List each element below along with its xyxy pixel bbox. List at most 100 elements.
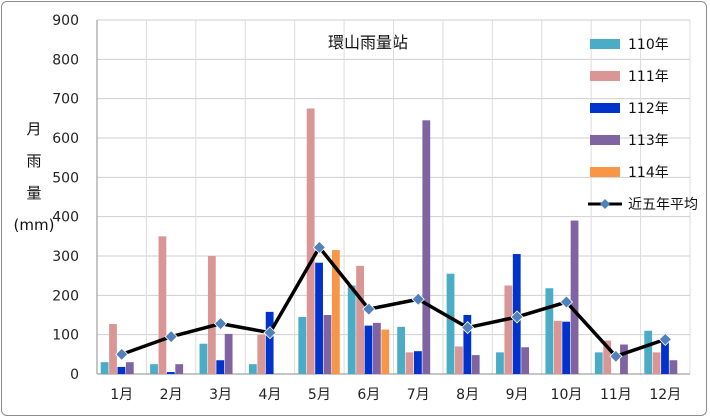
bar-113年 [224,333,233,374]
legend-swatch [590,103,620,113]
legend-swatch [590,167,620,177]
average-line-marker [115,347,129,361]
bar-111年 [207,256,216,374]
x-tick-label: 11月 [600,387,632,403]
bar-114年 [331,250,340,374]
bar-111年 [603,340,612,374]
legend-label: 113年 [628,133,669,149]
bar-113年 [669,360,678,374]
bar-110年 [298,316,307,374]
legend-swatch-marker [600,199,610,209]
bar-111年 [504,285,513,374]
y-tick-label: 600 [52,131,79,147]
y-axis-label: 月雨量 (mm) [14,120,55,234]
y-axis-label-line: 月 [26,120,41,138]
x-tick-label: 4月 [258,387,281,403]
average-line-marker [312,240,326,254]
y-tick-label: 800 [52,52,79,68]
average-line-marker [609,349,623,363]
bar-110年 [644,330,653,374]
bar-110年 [347,285,356,374]
legend-label: 112年 [628,101,669,117]
bar-113年 [521,347,530,374]
x-tick-label: 5月 [308,387,331,403]
x-tick-label: 6月 [357,387,380,403]
average-line-marker [658,332,672,346]
bar-113年 [175,364,184,374]
bar-112年 [265,311,274,374]
bar-110年 [100,362,109,374]
x-tick-label: 1月 [110,387,133,403]
average-line-marker [362,302,376,316]
y-tick-label: 400 [52,210,79,226]
bar-111年 [257,334,266,374]
legend-label: 111年 [628,69,669,85]
y-axis-label-line: (mm) [14,216,55,234]
y-tick-label: 300 [52,249,79,265]
bar-114年 [381,329,390,374]
legend-label: 近五年平均 [628,197,698,213]
bar-113年 [323,315,332,374]
average-line-marker [461,321,475,335]
bar-110年 [446,273,455,374]
bar-110年 [150,364,158,374]
bar-113年 [471,355,480,374]
bar-113年 [620,344,628,374]
bar-111年 [652,352,661,374]
x-tick-label: 8月 [456,387,479,403]
y-tick-label: 0 [70,367,79,383]
bar-110年 [199,343,208,374]
average-line-marker [263,326,277,340]
legend-swatch [590,135,620,145]
bar-112年 [364,325,373,374]
y-axis-label-line: 雨 [26,152,41,170]
bar-113年 [125,362,134,374]
bar-111年 [306,108,315,374]
average-line-marker [164,330,178,344]
bar-110年 [545,288,554,374]
bar-113年 [570,220,579,374]
y-tick-label: 500 [52,170,79,186]
bar-111年 [455,346,463,374]
y-tick-label: 700 [52,92,79,108]
y-tick-label: 200 [52,288,79,304]
average-line-marker [510,310,524,324]
legend-label: 114年 [628,165,669,181]
bar-112年 [315,262,323,374]
bar-111年 [158,236,167,374]
bar-111年 [405,352,414,374]
average-line [115,240,672,363]
bar-112年 [166,372,175,374]
y-axis-label-line: 量 [26,184,41,202]
bar-113年 [372,322,381,374]
x-tick-label: 10月 [551,387,583,403]
legend-swatch [590,71,620,81]
bar-112年 [117,366,126,374]
bar-113年 [422,120,431,374]
bar-110年 [496,352,504,374]
legend-swatch [590,39,620,49]
y-tick-label: 900 [52,13,79,29]
bar-112年 [661,338,669,374]
average-line-marker [411,292,425,306]
chart-title: 環山雨量站 [328,33,408,52]
x-tick-label: 3月 [209,387,232,403]
x-tick-labels: 1月 2月 3月 4月 5月 6月 7月 8月 9月 10月 11月 12月 [110,387,681,403]
bar-110年 [397,326,406,374]
bar-112年 [562,321,571,374]
legend-label: 110年 [628,37,669,53]
x-tick-label: 7月 [407,387,430,403]
average-line-marker [213,317,228,331]
bar-111年 [553,320,562,374]
bar-112年 [216,360,225,374]
average-line-marker [559,295,574,309]
bar-112年 [414,351,422,374]
x-tick-label: 9月 [506,387,529,403]
bar-111年 [109,324,117,374]
x-tick-label: 2月 [160,387,183,403]
bar-111年 [356,265,364,374]
x-tick-label: 12月 [649,387,681,403]
bar-110年 [594,352,603,374]
bar-110年 [248,364,257,374]
